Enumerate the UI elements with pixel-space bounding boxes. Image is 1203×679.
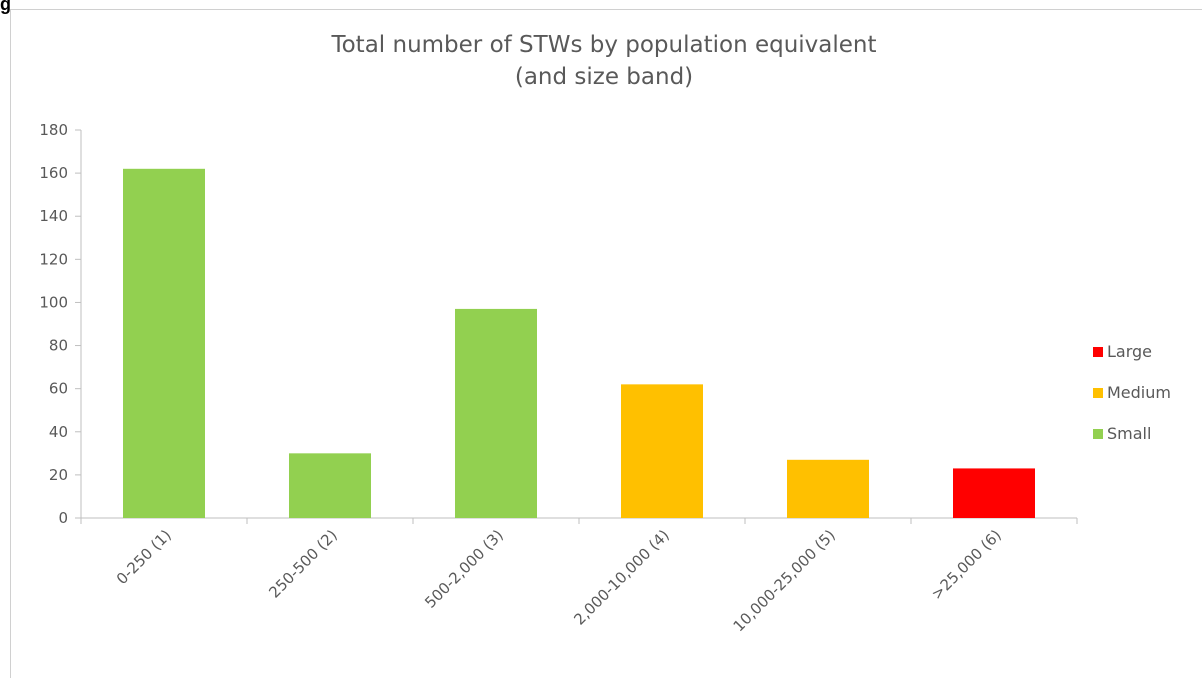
bar xyxy=(787,459,869,518)
y-tick-label: 20 xyxy=(49,466,68,484)
legend-swatch xyxy=(1093,347,1103,357)
bars xyxy=(123,168,1035,519)
bar xyxy=(455,308,537,518)
bar xyxy=(123,168,205,519)
x-tick-label: 10,000-25,000 (5) xyxy=(730,526,839,635)
y-tick-label: 160 xyxy=(39,164,68,182)
y-tick-label: 100 xyxy=(39,293,68,311)
y-tick-label: 140 xyxy=(39,207,68,225)
y-axis: 0 20 40 60 80 100 120 140 160 180 xyxy=(39,121,82,527)
bar xyxy=(953,468,1035,518)
bar xyxy=(289,453,371,518)
x-tick-label: 2,000-10,000 (4) xyxy=(570,526,672,628)
y-tick-label: 80 xyxy=(49,337,68,355)
x-tick-label: 0-250 (1) xyxy=(113,526,175,588)
y-tick-label: 180 xyxy=(39,121,68,139)
x-tick-label: 500-2,000 (3) xyxy=(421,526,507,612)
legend-swatch xyxy=(1093,388,1103,398)
legend-label: Large xyxy=(1107,342,1152,361)
legend-swatch xyxy=(1093,429,1103,439)
legend-label: Medium xyxy=(1107,383,1171,402)
chart-frame xyxy=(10,9,1202,678)
x-tick-label: >25,000 (6) xyxy=(928,526,1005,603)
y-tick-label: 60 xyxy=(49,380,68,398)
bar xyxy=(621,384,703,518)
chart-title-line-1: Total number of STWs by population equiv… xyxy=(330,32,876,58)
y-tick-label: 40 xyxy=(49,423,68,441)
x-tick-label: 250-500 (2) xyxy=(265,526,340,601)
y-tick-label: 120 xyxy=(39,250,68,268)
y-tick-label: 0 xyxy=(58,509,68,527)
figure-label: g xyxy=(0,0,11,14)
legend-label: Small xyxy=(1107,424,1151,443)
x-axis: 0-250 (1) 250-500 (2) 500-2,000 (3) 2,000-1… xyxy=(80,517,1078,635)
legend: Large Medium Small xyxy=(1093,342,1171,443)
chart-title-line-2: (and size band) xyxy=(515,64,693,90)
